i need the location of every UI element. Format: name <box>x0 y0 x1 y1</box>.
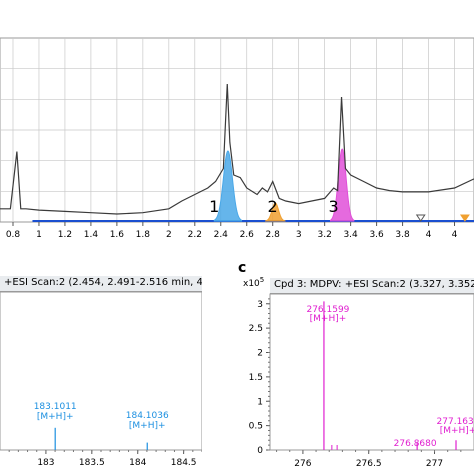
peak-1-fill <box>213 150 243 222</box>
peak-2-fill <box>265 202 286 222</box>
peak-mz-label: 276.8680 <box>394 439 437 449</box>
y-tick-label: 2.5 <box>249 324 263 334</box>
x-tick-label: 4 <box>426 230 432 240</box>
y-tick-label: 0.5 <box>249 422 263 432</box>
peak-mz-label: 276.1599 <box>306 305 349 315</box>
y-tick-label: 3 <box>257 300 263 310</box>
x-tick-label: 3.4 <box>343 230 358 240</box>
y-tick-label: 0 <box>257 446 263 456</box>
peak-ion-label: [M+H]+ <box>440 426 474 436</box>
x-tick-label: 3 <box>296 230 302 240</box>
x-tick-label: 2.8 <box>266 230 281 240</box>
mass-spectrum-panel-b: +ESI Scan:2 (2.454, 2.491-2.516 min, 4 1… <box>0 276 202 474</box>
mass-spectrum-panel-c: c x105 Cpd 3: MDPV: +ESI Scan:2 (3.327, … <box>236 260 474 474</box>
y-exponent-label: x105 <box>243 276 265 289</box>
peak-3-fill <box>330 148 355 222</box>
x-tick-label: 184 <box>129 458 146 468</box>
x-tick-label: 276 <box>294 459 311 469</box>
peak-ion-label: [M+H]+ <box>129 421 166 431</box>
peak-ion-label: [M+H]+ <box>37 412 74 422</box>
x-tick-label: 2.6 <box>240 230 255 240</box>
peak-label-3: 3 <box>329 197 339 216</box>
marker-triangle-open <box>415 214 426 222</box>
plot-frame <box>269 293 474 451</box>
peak-ion-label: [M+H]+ <box>310 314 347 324</box>
x-tick-label: 4 <box>452 230 458 240</box>
panel-letter-c: c <box>238 260 247 276</box>
x-tick-label: 183.5 <box>79 458 105 468</box>
x-tick-label: 0.8 <box>6 230 21 240</box>
x-tick-label: 183 <box>37 458 54 468</box>
x-tick-label: 1.8 <box>136 230 151 240</box>
plot-frame <box>0 291 202 451</box>
x-tick-label: 277 <box>426 459 443 469</box>
x-tick-label: 3.2 <box>317 230 331 240</box>
x-tick-label: 2.2 <box>188 230 202 240</box>
x-tick-label: 3.6 <box>369 230 384 240</box>
chromatogram-plot: 1 2 3 0.8 1 1.2 1.4 1.6 1.8 2 2.2 2.4 2.6 2.8 3 3.2 3.4 3… <box>0 37 474 240</box>
y-tick-label: 2 <box>257 349 263 359</box>
x-tick-label: 3.8 <box>395 230 410 240</box>
y-tick-label: 1.5 <box>249 373 263 383</box>
x-tick-label: 184.5 <box>171 458 197 468</box>
x-tick-label: 1.4 <box>84 230 99 240</box>
x-tick-label: 2 <box>166 230 172 240</box>
x-tick-label: 1.6 <box>110 230 125 240</box>
x-tick-label: 1 <box>36 230 42 240</box>
y-tick-label: 1 <box>257 397 263 407</box>
peak-mz-label: 277.1633 <box>437 417 474 427</box>
x-tick-label: 2.4 <box>214 230 229 240</box>
tic-trace <box>0 83 474 215</box>
marker-triangle-orange <box>459 214 470 222</box>
x-tick-label: 1.2 <box>58 230 72 240</box>
peak-mz-label: 184.1036 <box>126 411 169 421</box>
x-tick-label: 276.5 <box>356 459 382 469</box>
peak-label-1: 1 <box>209 197 219 216</box>
peak-label-2: 2 <box>268 197 278 216</box>
chromatogram-panel: 1 2 3 0.8 1 1.2 1.4 1.6 1.8 2 2.2 2.4 2.6 2.8 3 3.2 3.4 3… <box>0 37 474 240</box>
peak-mz-label: 183.1011 <box>34 402 77 412</box>
